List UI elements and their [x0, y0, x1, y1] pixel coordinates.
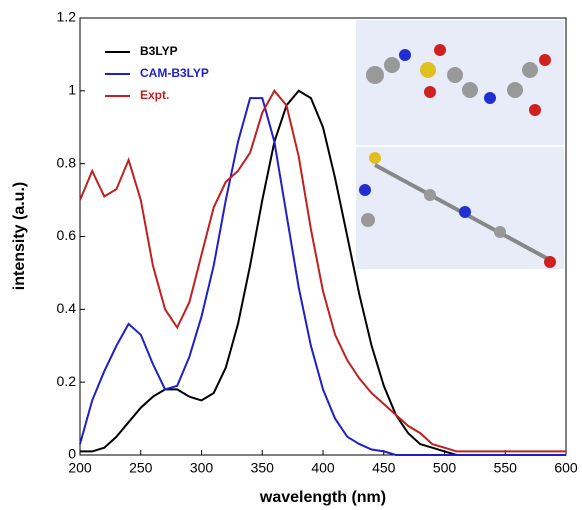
y-tick-label: 0.2 — [57, 373, 77, 389]
x-tick-label: 400 — [311, 460, 335, 476]
molecule-inset-top — [356, 20, 564, 145]
x-tick-label: 600 — [554, 460, 578, 476]
legend-label: CAM-B3LYP — [140, 66, 209, 80]
x-tick-label: 500 — [433, 460, 457, 476]
y-tick-label: 0.4 — [57, 300, 77, 316]
x-tick-label: 300 — [190, 460, 214, 476]
x-tick-label: 250 — [129, 460, 153, 476]
x-tick-label: 450 — [372, 460, 396, 476]
x-tick-label: 350 — [251, 460, 275, 476]
legend-label: B3LYP — [140, 44, 178, 58]
y-tick-label: 1 — [68, 82, 76, 98]
x-tick-label: 550 — [494, 460, 518, 476]
x-tick-label: 200 — [68, 460, 92, 476]
x-axis-title: wavelength (nm) — [259, 489, 386, 506]
y-tick-label: 0.6 — [57, 227, 77, 243]
y-tick-label: 0.8 — [57, 154, 77, 170]
y-tick-label: 1.2 — [57, 9, 77, 25]
series-line — [80, 91, 566, 455]
y-axis-title: intensity (a.u.) — [11, 182, 28, 290]
legend-label: Expt. — [140, 88, 169, 102]
chart: wavelength (nm) intensity (a.u.) 00.20.4… — [0, 0, 582, 510]
